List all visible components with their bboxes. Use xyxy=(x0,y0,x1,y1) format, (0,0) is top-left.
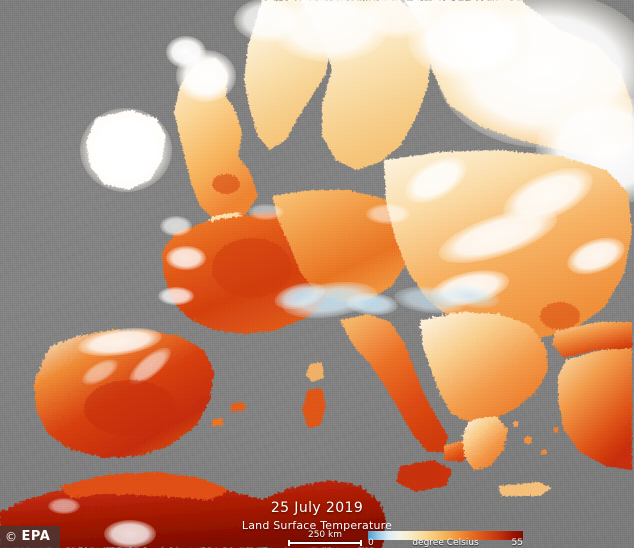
scale-bar-label: 250 km xyxy=(307,530,343,540)
cloud-scotland xyxy=(80,36,236,192)
scale-bar-line xyxy=(288,540,362,546)
date-label: 25 July 2019 xyxy=(270,500,364,516)
hot-cores xyxy=(84,174,580,436)
colorbar-min-label: 0 xyxy=(368,538,374,548)
scale-bar: 250 km xyxy=(286,530,364,547)
epa-credit-badge: © EPA xyxy=(0,526,61,548)
cloud-patches xyxy=(78,204,410,385)
island-balearics xyxy=(212,402,246,427)
cloud-morocco xyxy=(48,498,156,548)
colorbar-gradient xyxy=(368,531,523,540)
island-sardinia xyxy=(302,388,326,428)
colorbar-max-label: 55 xyxy=(511,538,523,548)
island-crete xyxy=(498,482,552,496)
aegean-islands xyxy=(513,421,559,455)
legend-colorbar: 0 degree Celsius 55 xyxy=(368,531,523,548)
island-corsica xyxy=(306,362,324,382)
colorbar-units-label: degree Celsius xyxy=(412,538,479,548)
variable-title: Land Surface Temperature xyxy=(241,519,393,532)
region-alps xyxy=(274,281,500,319)
region-anatolia xyxy=(552,322,632,470)
copyright-icon: © xyxy=(5,529,18,544)
credit-agency-label: EPA xyxy=(21,529,51,544)
island-sicily xyxy=(396,460,452,492)
region-north-africa xyxy=(0,472,386,548)
region-balkans xyxy=(420,312,548,470)
